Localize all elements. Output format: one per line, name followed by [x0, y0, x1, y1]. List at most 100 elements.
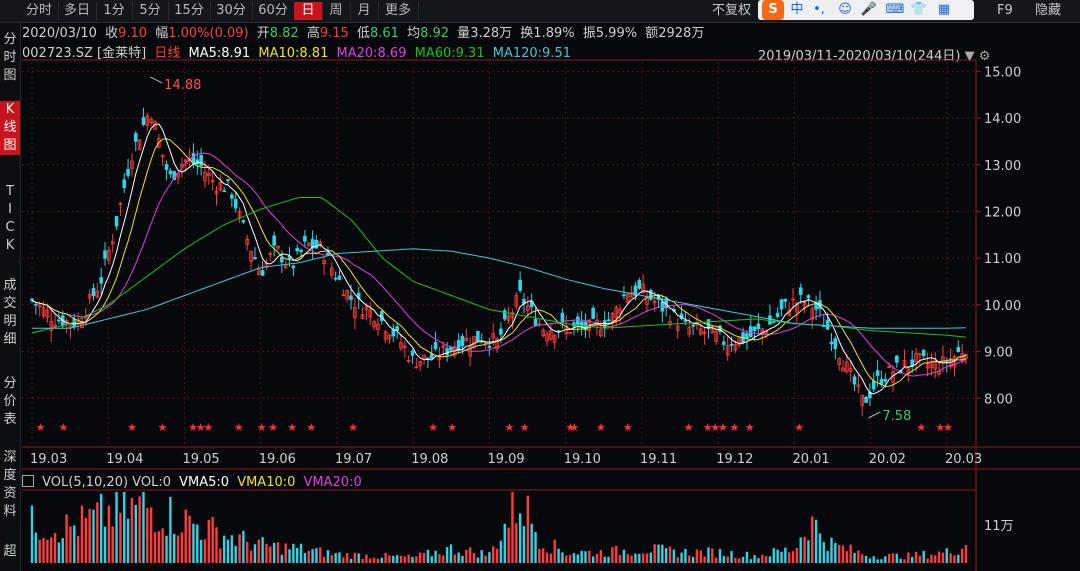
volume-bar — [845, 551, 849, 563]
tab-3[interactable]: 5分 — [132, 2, 169, 20]
ime-lang-icon[interactable]: 中 — [790, 2, 804, 17]
grid-icon[interactable]: ▦ — [937, 2, 951, 17]
ma60-line — [31, 197, 967, 338]
volume-bar — [442, 555, 445, 563]
volume-bar — [591, 556, 595, 563]
tab-7[interactable]: 日 — [294, 2, 323, 20]
candle-body — [260, 270, 265, 276]
candle-body — [545, 333, 549, 342]
tab-1[interactable]: 多日 — [58, 2, 97, 20]
volume-bar — [903, 559, 906, 563]
vol-checkbox-icon[interactable] — [22, 475, 34, 487]
sidebar-item-4[interactable]: 分价表 — [3, 376, 17, 427]
signal-star-marker: ★ — [428, 421, 438, 434]
volume-bar — [776, 549, 779, 563]
volume-bar — [288, 549, 291, 563]
tab-2[interactable]: 1分 — [96, 2, 133, 20]
candle-body — [733, 344, 738, 351]
candle-body — [183, 159, 188, 163]
tab-8[interactable]: 周 — [322, 2, 351, 20]
volume-bar — [126, 518, 130, 563]
candle-body — [748, 326, 753, 338]
candle-body — [864, 396, 868, 403]
tab-5[interactable]: 30分 — [210, 2, 253, 20]
signal-star-marker: ★ — [729, 421, 739, 434]
volume-bar — [864, 555, 868, 563]
change-label: 幅 — [155, 26, 169, 41]
sidebar-item-5[interactable]: 深度资料 — [3, 450, 17, 519]
signal-star-marker: ★ — [58, 421, 68, 434]
voice-icon[interactable]: 🎤 — [860, 2, 878, 17]
candle-body — [333, 277, 338, 280]
volume-bar — [107, 505, 111, 563]
candle-body — [848, 368, 853, 372]
x-tick-label: 19.09 — [487, 452, 524, 467]
avg-value: 8.92 — [420, 26, 450, 41]
candle-body — [164, 164, 169, 170]
candle-body — [895, 355, 899, 363]
volume-bar — [634, 553, 637, 563]
candle-body — [318, 241, 323, 246]
quote-date: 2020/03/10 — [22, 26, 97, 41]
dropdown-triangle-icon[interactable]: ▼ — [964, 49, 975, 64]
volume-bar — [280, 554, 284, 563]
volume-bar — [369, 558, 372, 563]
candle-body — [53, 324, 57, 327]
settings-icon[interactable]: ⚙ — [978, 49, 991, 64]
volume-bar — [149, 507, 153, 563]
candle-body — [533, 318, 538, 326]
keyboard-icon[interactable]: ⌨ — [885, 2, 905, 17]
y-tick-label: 10.00 — [984, 299, 1021, 314]
punctuation-icon[interactable]: •, — [813, 2, 825, 17]
candle-body — [756, 323, 761, 330]
volume-bar — [818, 533, 822, 563]
volume-bar — [338, 552, 341, 563]
candle-body — [775, 312, 780, 317]
candle-body — [276, 245, 280, 249]
sidebar-item-6[interactable]: 超 — [3, 544, 17, 559]
emoji-icon[interactable]: ☺ — [838, 2, 852, 17]
volume-bar — [468, 547, 472, 563]
volume-bar — [784, 547, 787, 563]
tab-0[interactable]: 分时 — [20, 2, 59, 20]
adjust-dropdown[interactable]: 不复权 — [712, 3, 752, 18]
candle-body — [149, 119, 153, 123]
tab-9[interactable]: 月 — [350, 2, 379, 20]
volume-bar — [176, 535, 180, 563]
volume-bar — [680, 552, 683, 563]
candle-body — [387, 334, 392, 340]
y-tick-label: 11.00 — [984, 252, 1021, 267]
volume-bar — [465, 549, 468, 563]
candle-body — [841, 367, 845, 372]
tab-4[interactable]: 15分 — [168, 2, 211, 20]
candle-body — [552, 334, 557, 343]
volume-bar — [964, 545, 968, 563]
candle-body — [675, 325, 680, 331]
y-tick-label: 13.00 — [984, 159, 1021, 174]
sidebar-item-0[interactable]: 分时图 — [3, 32, 17, 83]
volume-bar — [30, 505, 34, 563]
volume-bar — [419, 552, 422, 563]
x-tick-label: 20.01 — [792, 452, 829, 467]
low-value: 8.61 — [369, 26, 399, 41]
tab-10[interactable]: 更多 — [378, 2, 419, 20]
clothes-icon[interactable]: 👕 — [910, 2, 928, 17]
hide-button[interactable]: 隐藏 — [1035, 3, 1062, 18]
volume-bar — [553, 539, 556, 563]
sidebar-item-3[interactable]: 成交明细 — [3, 278, 17, 347]
volume-bar — [653, 544, 656, 563]
ime-toolbar[interactable]: S 中 •, ☺ 🎤 ⌨ 👕 ▦ — [758, 0, 974, 20]
candle-body — [218, 182, 223, 191]
candle-body — [268, 253, 273, 256]
signal-star-marker: ★ — [188, 421, 198, 434]
volume-bar — [499, 540, 503, 563]
sogou-logo-icon[interactable]: S — [762, 0, 784, 20]
f9-button[interactable]: F9 — [997, 3, 1013, 18]
candle-body — [230, 194, 234, 199]
volume-bar — [457, 552, 460, 563]
candle-body — [57, 319, 61, 322]
volume-bar — [234, 545, 237, 563]
